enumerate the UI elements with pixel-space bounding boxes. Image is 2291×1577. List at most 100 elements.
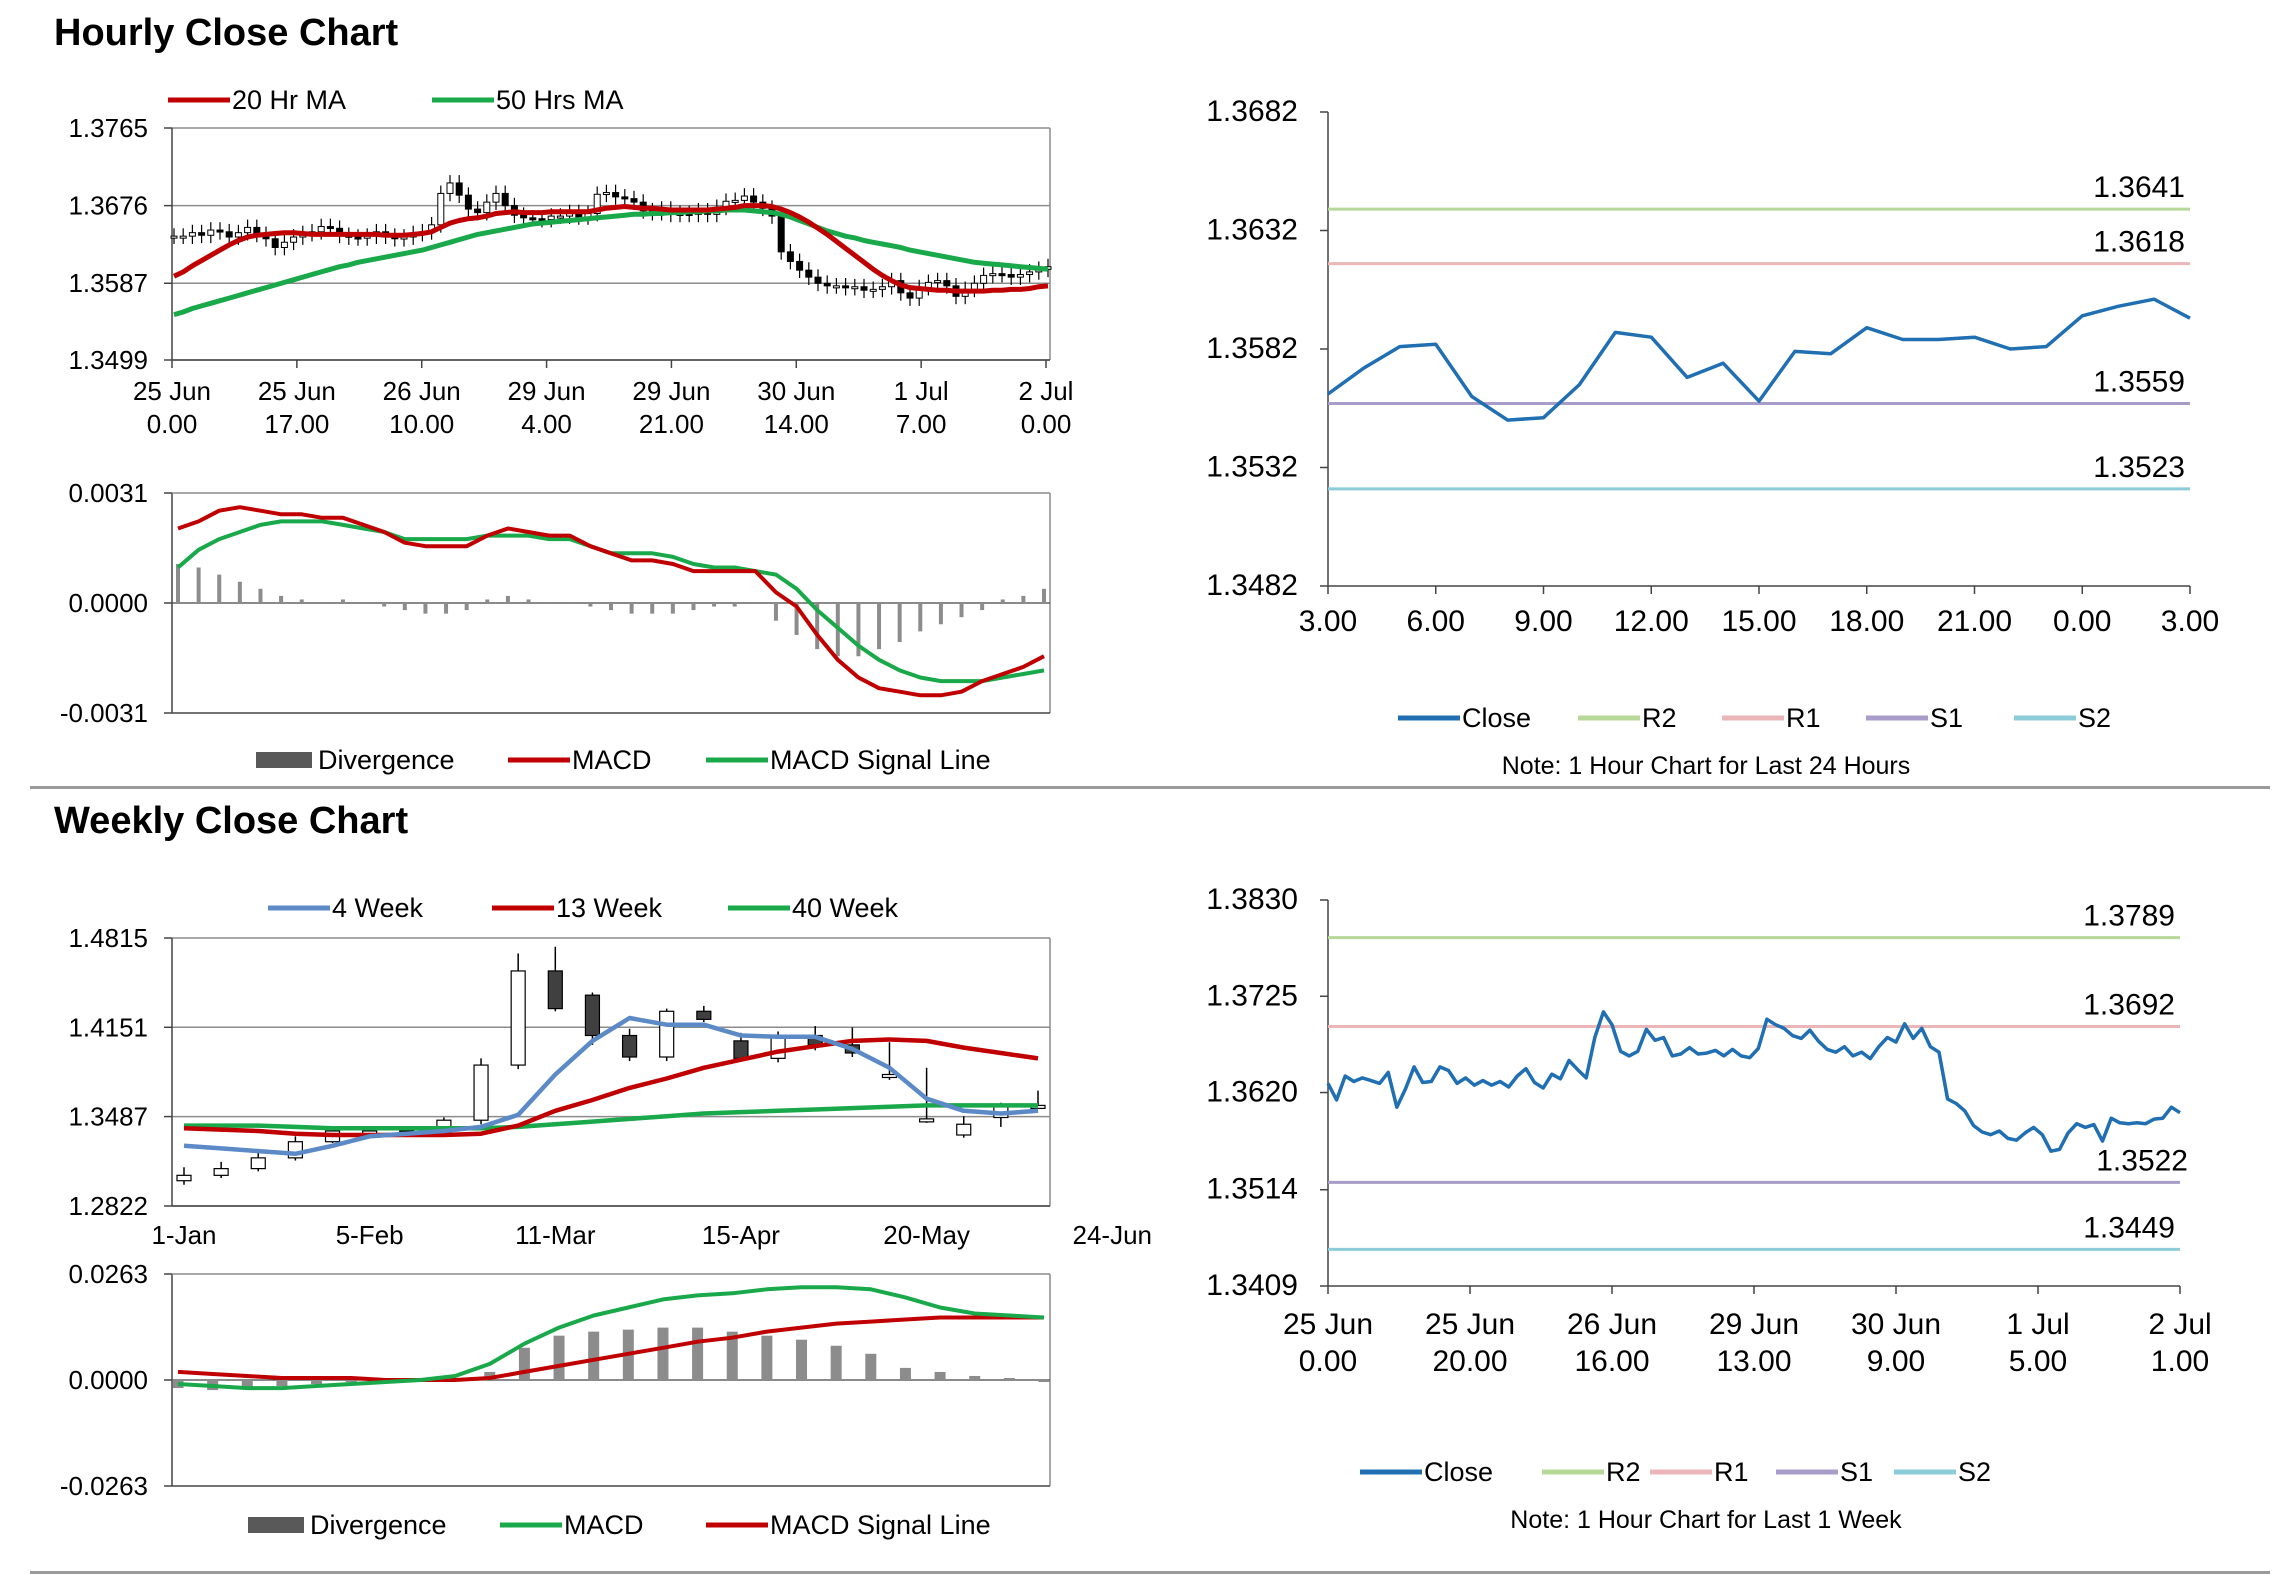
x-tick-label: 6.00 bbox=[1407, 605, 1465, 638]
candle-body bbox=[851, 286, 859, 290]
candle-body bbox=[943, 280, 951, 287]
divergence-bar bbox=[423, 603, 428, 614]
x-tick-label-time: 14.00 bbox=[764, 409, 829, 439]
divergence-bar bbox=[1000, 599, 1005, 603]
divergence-bar bbox=[382, 603, 387, 607]
divergence-bar bbox=[670, 603, 675, 614]
x-tick-label: 12.00 bbox=[1614, 605, 1689, 638]
legend-divergence-label: Divergence bbox=[318, 745, 455, 775]
divergence-bar bbox=[340, 599, 345, 603]
candle-body bbox=[998, 273, 1006, 277]
x-tick-label-date: 29 Jun bbox=[508, 376, 586, 406]
x-tick-label: 0.00 bbox=[2053, 605, 2111, 638]
candle-body bbox=[696, 1010, 712, 1020]
legend-s2-label: S2 bbox=[1958, 1457, 1991, 1487]
x-tick-label-date: 2 Jul bbox=[2148, 1308, 2211, 1341]
divergence-bar bbox=[899, 1367, 911, 1380]
divergence-bar bbox=[794, 603, 799, 635]
candle-body bbox=[464, 194, 472, 210]
x-tick-label: 24-Jun bbox=[1073, 1220, 1153, 1250]
level-label-r1: 1.3692 bbox=[2083, 989, 2175, 1022]
divergence-bar bbox=[815, 603, 820, 650]
legend-close-label: Close bbox=[1462, 703, 1531, 733]
candle-body bbox=[740, 195, 748, 201]
candle-body bbox=[777, 215, 785, 253]
x-tick-label: 15.00 bbox=[1721, 605, 1796, 638]
divergence-bar bbox=[176, 563, 180, 603]
candle-body bbox=[1026, 271, 1034, 276]
divergence-bar bbox=[241, 1380, 253, 1389]
divergence-bar bbox=[518, 1347, 530, 1380]
ma40-line bbox=[184, 1103, 1038, 1131]
divergence-bar bbox=[650, 603, 655, 614]
x-tick-label: 5-Feb bbox=[336, 1220, 404, 1250]
divergence-bar bbox=[258, 588, 263, 603]
x-tick-label-time: 4.00 bbox=[521, 409, 572, 439]
hourly-section-title: Hourly Close Chart bbox=[54, 12, 399, 54]
x-tick-label-time: 9.00 bbox=[1867, 1345, 1925, 1378]
x-tick-label-time: 0.00 bbox=[147, 409, 198, 439]
x-tick-label: 9.00 bbox=[1514, 605, 1572, 638]
candle-body bbox=[584, 994, 601, 1037]
ma20-line bbox=[172, 203, 1049, 294]
y-tick-label: 1.3682 bbox=[1206, 95, 1298, 128]
divergence-bar bbox=[444, 603, 449, 614]
x-tick-label: 15-Apr bbox=[702, 1220, 780, 1250]
candle-body bbox=[446, 182, 454, 194]
y-tick-label: 0.0031 bbox=[68, 478, 148, 508]
divergence-bar bbox=[217, 574, 222, 603]
y-tick-label: 0.0000 bbox=[68, 1365, 148, 1395]
divergence-bar bbox=[657, 1327, 669, 1380]
x-tick-label-date: 25 Jun bbox=[133, 376, 211, 406]
candle-body bbox=[970, 282, 978, 290]
y-tick-label: 1.3514 bbox=[1206, 1173, 1298, 1206]
candle-body bbox=[280, 241, 288, 248]
x-tick-label-date: 25 Jun bbox=[1425, 1308, 1515, 1341]
x-tick-label-date: 26 Jun bbox=[1567, 1308, 1657, 1341]
divergence-bar bbox=[553, 1335, 565, 1380]
chart-note: Note: 1 Hour Chart for Last 1 Week bbox=[1510, 1506, 1902, 1534]
divergence-bar bbox=[237, 581, 242, 603]
x-tick-label-time: 1.00 bbox=[2151, 1345, 2209, 1378]
candle-body bbox=[179, 235, 187, 239]
candle-body bbox=[602, 192, 610, 196]
divergence-bar bbox=[276, 1380, 288, 1387]
level-label-r2: 1.3641 bbox=[2093, 171, 2185, 204]
candle-body bbox=[906, 292, 914, 299]
x-tick-label-date: 1 Jul bbox=[894, 376, 949, 406]
y-tick-label: 1.4151 bbox=[68, 1012, 148, 1042]
divergence-bar bbox=[969, 1375, 981, 1380]
x-tick-label: 1-Jan bbox=[151, 1220, 216, 1250]
divergence-bar bbox=[938, 603, 943, 625]
x-tick-label-date: 29 Jun bbox=[1709, 1308, 1799, 1341]
candle-body bbox=[250, 1157, 266, 1170]
x-tick-label-time: 13.00 bbox=[1716, 1345, 1791, 1378]
level-label-s1: 1.3522 bbox=[2096, 1144, 2188, 1177]
macd-signal-line bbox=[176, 519, 1045, 684]
candle-body bbox=[814, 276, 822, 284]
y-tick-label: 1.3830 bbox=[1206, 883, 1298, 916]
bottom-divider bbox=[30, 1571, 2270, 1574]
weekly-section-title: Weekly Close Chart bbox=[54, 800, 409, 842]
y-tick-label: -0.0031 bbox=[60, 698, 148, 728]
macd-line bbox=[177, 505, 1045, 698]
x-tick-label-date: 25 Jun bbox=[258, 376, 336, 406]
x-tick-label-date: 25 Jun bbox=[1283, 1308, 1373, 1341]
divergence-bar bbox=[959, 603, 964, 618]
legend-r1-label: R1 bbox=[1786, 703, 1821, 733]
candle-body bbox=[556, 215, 564, 219]
candle-body bbox=[630, 198, 638, 203]
x-tick-label: 11-Mar bbox=[515, 1220, 596, 1250]
divergence-bar bbox=[505, 595, 510, 603]
candle-body bbox=[832, 285, 840, 289]
y-tick-label: 1.3499 bbox=[68, 345, 148, 375]
x-tick-label-time: 16.00 bbox=[1574, 1345, 1649, 1378]
x-tick-label-time: 20.00 bbox=[1432, 1345, 1507, 1378]
divergence-bar bbox=[526, 599, 531, 603]
x-tick-label: 3.00 bbox=[1299, 605, 1357, 638]
candle-body bbox=[188, 232, 196, 237]
legend-r1-label: R1 bbox=[1714, 1457, 1749, 1487]
divergence-bar bbox=[311, 1380, 323, 1385]
divergence-bar bbox=[712, 603, 717, 607]
y-tick-label: 1.2822 bbox=[68, 1191, 148, 1221]
